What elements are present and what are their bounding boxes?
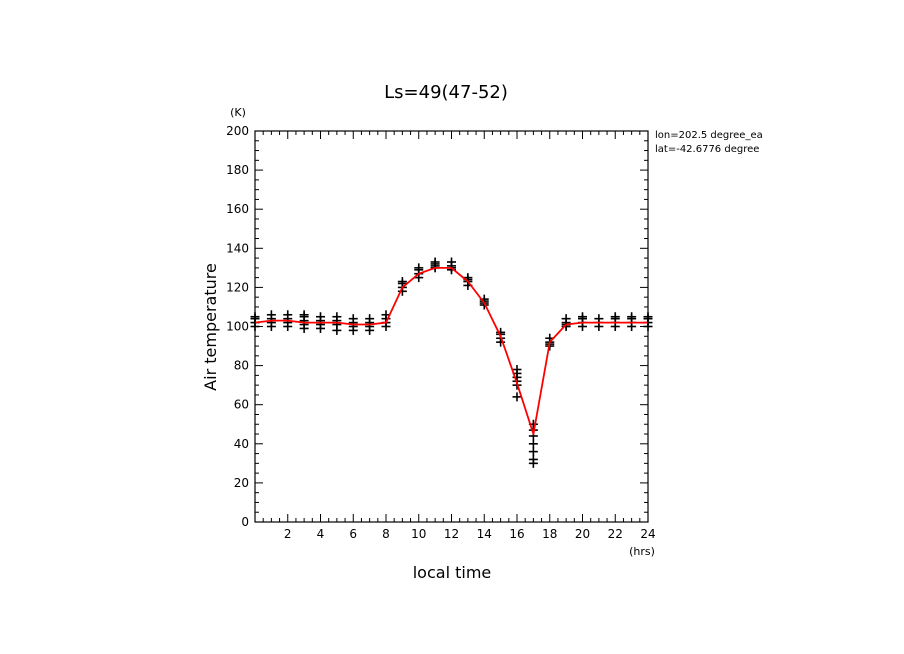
data-point-marker <box>561 314 571 324</box>
data-point-marker <box>594 314 604 324</box>
x-tick-label: 20 <box>575 527 590 541</box>
data-point-marker <box>528 454 538 464</box>
data-point-marker <box>299 310 309 320</box>
data-point-marker <box>528 447 538 457</box>
y-unit-label: (K) <box>230 106 246 119</box>
y-tick-label: 100 <box>226 320 249 334</box>
x-tick-label: 18 <box>542 527 557 541</box>
data-point-marker <box>528 439 538 449</box>
y-tick-label: 80 <box>234 359 249 373</box>
data-point-marker <box>430 257 440 267</box>
data-point-marker <box>365 314 375 324</box>
annotation-lon: lon=202.5 degree_ea <box>655 130 763 141</box>
y-tick-label: 40 <box>234 437 249 451</box>
x-tick-label: 14 <box>477 527 492 541</box>
y-tick-label: 200 <box>226 124 249 138</box>
x-tick-label: 2 <box>284 527 292 541</box>
data-point-marker <box>316 312 325 322</box>
plot-frame <box>254 130 649 523</box>
x-tick-label: 4 <box>317 527 325 541</box>
data-point-marker <box>348 314 358 324</box>
x-unit-label: (hrs) <box>629 545 655 558</box>
data-point-marker <box>578 312 587 322</box>
y-tick-label: 160 <box>226 202 249 216</box>
data-point-marker <box>266 310 276 320</box>
annotation-clip <box>780 128 904 158</box>
data-point-marker <box>332 312 342 322</box>
x-tick-label: 24 <box>640 527 655 541</box>
x-tick-label: 12 <box>444 527 459 541</box>
series-line <box>254 266 648 435</box>
y-tick-label: 120 <box>226 280 249 294</box>
x-tick-label: 22 <box>608 527 623 541</box>
data-point-marker <box>414 263 424 273</box>
data-point-marker <box>447 257 456 267</box>
annotation-lat: lat=-42.6776 degree <box>655 144 759 155</box>
x-tick-label: 8 <box>382 527 390 541</box>
x-tick-label: 10 <box>411 527 426 541</box>
x-tick-label: 16 <box>509 527 524 541</box>
y-tick-label: 0 <box>241 515 249 529</box>
chart-title: Ls=49(47-52) <box>384 82 508 103</box>
y-tick-label: 60 <box>234 398 249 412</box>
data-point-marker <box>283 310 293 320</box>
data-point-marker <box>610 312 620 322</box>
x-tick-label: 6 <box>349 527 357 541</box>
data-point-marker <box>512 392 522 402</box>
x-axis-label: local time <box>413 563 492 582</box>
y-axis-label: Air temperature <box>201 263 220 391</box>
data-point-marker <box>512 365 522 375</box>
data-point-marker <box>627 312 637 322</box>
y-tick-label: 20 <box>234 476 249 490</box>
data-point-marker <box>397 277 407 287</box>
y-tick-label: 180 <box>226 163 249 177</box>
y-tick-label: 140 <box>226 241 249 255</box>
